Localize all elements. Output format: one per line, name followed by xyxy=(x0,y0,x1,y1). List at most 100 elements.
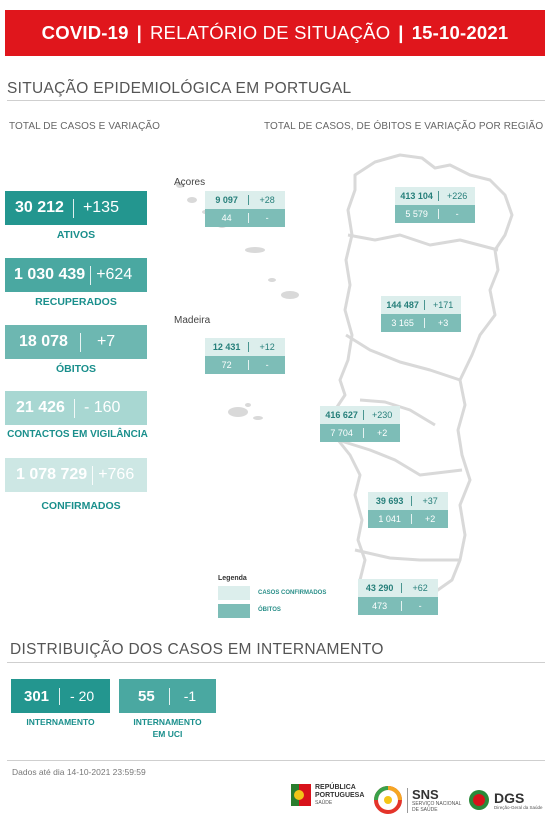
dgs-emblem-icon xyxy=(469,790,489,810)
region-divider xyxy=(248,195,250,205)
stat-variation: +135 xyxy=(82,199,119,216)
region-deaths-row: 72 - xyxy=(205,356,285,374)
stat-label-ativos: ATIVOS xyxy=(56,229,96,241)
sns-line2: SERVIÇO NACIONAL xyxy=(412,800,462,807)
legend-title: Legenda xyxy=(218,575,247,582)
logo-sns: SNS SERVIÇO NACIONAL DE SAÚDE xyxy=(374,786,461,814)
region-cases-row: 39 693 +37 xyxy=(368,492,448,510)
region-deaths: 44 xyxy=(221,213,232,223)
region-box-centro: 144 487 +171 3 165 +3 xyxy=(381,296,461,332)
stat-variation: - 160 xyxy=(83,399,121,416)
region-divider xyxy=(363,428,365,438)
region-deaths-row: 5 579 - xyxy=(395,205,475,223)
hosp-variation: -1 xyxy=(183,688,197,704)
stat-obitos: 18 078 +7 xyxy=(5,325,147,359)
mainland-outline xyxy=(328,153,514,604)
region-cases-row: 12 431 +12 xyxy=(205,338,285,356)
hosp-divider xyxy=(59,687,61,705)
hosp-label-line1: INTERNAMENTO xyxy=(133,717,202,727)
region-cases-variation: +62 xyxy=(412,583,428,593)
region-box-lvt: 416 627 +230 7 704 +2 xyxy=(320,406,400,442)
logo-republica: REPÚBLICA PORTUGUESA SAÚDE xyxy=(291,784,364,806)
region-cases-variation: +226 xyxy=(446,191,468,201)
stat-total: 1 078 729 xyxy=(16,466,88,483)
hosp-total: 55 xyxy=(138,687,155,705)
region-box-alentejo: 39 693 +37 1 041 +2 xyxy=(368,492,448,528)
region-deaths: 473 xyxy=(372,601,388,611)
report-banner: COVID-19 | RELATÓRIO DE SITUAÇÃO | 15-10… xyxy=(5,10,545,56)
region-deaths-variation: +2 xyxy=(376,428,388,438)
region-deaths-variation: - xyxy=(455,209,459,219)
region-divider xyxy=(248,360,250,370)
region-deaths: 1 041 xyxy=(378,514,401,524)
hosp-variation: - 20 xyxy=(70,688,95,704)
island-madeira-2 xyxy=(253,416,263,420)
section-epidemiological-title: SITUAÇÃO EPIDEMIOLÓGICA EM PORTUGAL xyxy=(7,80,352,97)
region-cases: 12 431 xyxy=(212,342,241,352)
region-cases-row: 416 627 +230 xyxy=(320,406,400,424)
banner-date: 15-10-2021 xyxy=(411,22,509,43)
stat-label-contactos: CONTACTOS EM VIGILÂNCIA xyxy=(7,429,148,440)
stat-divider xyxy=(92,465,94,485)
region-divider xyxy=(438,191,440,201)
region-deaths-variation: +2 xyxy=(424,514,436,524)
dgs-text: DGS Direção-Geral da Saúde xyxy=(494,791,543,810)
banner-report-title: RELATÓRIO DE SITUAÇÃO xyxy=(150,22,391,43)
region-name-acores: Açores xyxy=(174,177,206,188)
region-divider xyxy=(424,300,426,310)
boundary-lvt-alentejo xyxy=(337,438,463,477)
island-acores-5 xyxy=(245,247,265,253)
boundary-norte-centro xyxy=(347,233,499,252)
banner-separator: | xyxy=(136,22,142,43)
stat-ativos: 30 212 +135 xyxy=(5,191,147,225)
stat-divider xyxy=(72,198,74,218)
region-deaths-row: 44 - xyxy=(205,209,285,227)
subtitle-total-cases: TOTAL DE CASOS E VARIAÇÃO xyxy=(9,121,161,132)
boundary-alentejo-algarve xyxy=(354,548,460,562)
stat-recuperados: 1 030 439 +624 xyxy=(5,258,147,292)
legend-swatch-deaths xyxy=(218,604,250,618)
region-cases: 416 627 xyxy=(325,410,358,420)
stat-total: 21 426 xyxy=(16,399,65,416)
region-box-madeira: 12 431 +12 72 - xyxy=(205,338,285,374)
footer-divider xyxy=(7,760,545,761)
region-cases: 144 487 xyxy=(386,300,419,310)
section-hospital-title: DISTRIBUIÇÃO DOS CASOS EM INTERNAMENTO xyxy=(10,641,384,658)
dgs-title: DGS xyxy=(494,789,525,806)
region-divider xyxy=(248,342,250,352)
region-deaths: 72 xyxy=(221,360,232,370)
stat-total: 30 212 xyxy=(15,199,64,216)
region-deaths-row: 1 041 +2 xyxy=(368,510,448,528)
region-cases: 9 097 xyxy=(215,195,238,205)
region-divider xyxy=(363,410,365,420)
stat-variation: +766 xyxy=(98,466,135,483)
region-cases-variation: +230 xyxy=(371,410,393,420)
boundary-centro-lvt xyxy=(345,333,461,382)
republica-line1: REPÚBLICA xyxy=(315,784,356,791)
region-box-algarve: 43 290 +62 473 - xyxy=(358,579,438,615)
region-cases-row: 43 290 +62 xyxy=(358,579,438,597)
hosp-uci: 55 -1 xyxy=(119,679,216,713)
stat-divider xyxy=(73,398,75,418)
subtitle-regional: TOTAL DE CASOS, DE ÓBITOS E VARIAÇÃO POR… xyxy=(264,121,544,132)
hosp-internamento: 301 - 20 xyxy=(11,679,110,713)
stat-variation: +624 xyxy=(96,266,133,283)
legend-label-deaths: ÓBITOS xyxy=(258,607,281,613)
republica-text: REPÚBLICA PORTUGUESA SAÚDE xyxy=(315,784,364,806)
data-cutoff-note: Dados até dia 14-10-2021 23:59:59 xyxy=(12,767,146,777)
section-divider xyxy=(7,662,545,663)
region-divider xyxy=(401,601,403,611)
banner-covid: COVID-19 xyxy=(41,22,129,43)
stat-label-recuperados: RECUPERADOS xyxy=(35,296,117,308)
region-divider xyxy=(424,318,426,328)
stat-label-confirmados: CONFIRMADOS xyxy=(41,500,121,512)
region-cases-row: 413 104 +226 xyxy=(395,187,475,205)
stat-divider xyxy=(90,265,92,285)
region-deaths-variation: - xyxy=(265,360,269,370)
hosp-divider xyxy=(168,687,170,705)
region-cases: 43 290 xyxy=(365,583,394,593)
legend-swatch-cases xyxy=(218,586,250,600)
region-deaths-row: 473 - xyxy=(358,597,438,615)
hosp-label-line2: EM UCI xyxy=(152,729,183,739)
region-divider xyxy=(248,213,250,223)
